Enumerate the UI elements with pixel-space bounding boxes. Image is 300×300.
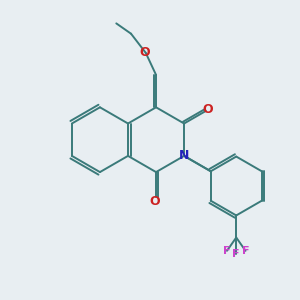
- Text: F: F: [223, 246, 231, 256]
- Text: O: O: [202, 103, 213, 116]
- Text: F: F: [242, 246, 249, 256]
- Text: N: N: [179, 149, 189, 162]
- Text: O: O: [139, 46, 150, 59]
- Text: O: O: [149, 195, 160, 208]
- Text: F: F: [232, 249, 240, 259]
